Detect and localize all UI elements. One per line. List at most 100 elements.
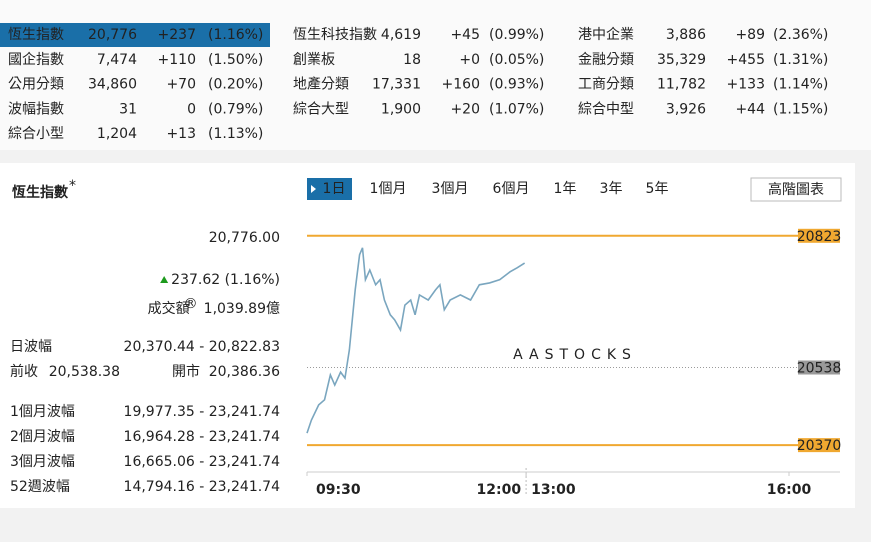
- range-value: 16,964.28 - 23,241.74: [124, 429, 281, 445]
- range-tab[interactable]: 5年: [646, 181, 669, 197]
- title-mark: *: [69, 178, 76, 194]
- range-tab[interactable]: 1年: [554, 181, 577, 197]
- range-tab[interactable]: 3年: [600, 181, 623, 197]
- index-change: +70: [166, 77, 196, 93]
- index-pct: (1.31%): [773, 52, 828, 68]
- index-value: 3,926: [666, 101, 706, 117]
- x-tick-label: 13:00: [531, 482, 576, 498]
- index-pct: (0.79%): [208, 101, 263, 117]
- index-value: 31: [119, 101, 137, 117]
- reference-tag-label: 20538: [797, 360, 842, 376]
- advanced-button-label[interactable]: 高階圖表: [768, 181, 824, 198]
- index-value: 4,619: [381, 27, 421, 43]
- x-tick-label: 12:00: [477, 482, 522, 498]
- watermark: AASTOCKS: [513, 347, 637, 363]
- index-pct: (0.05%): [489, 52, 544, 68]
- turnover-mark: ®: [184, 296, 198, 312]
- index-change: +160: [442, 77, 480, 93]
- index-name[interactable]: 綜合中型: [578, 101, 634, 117]
- index-pct: (2.36%): [773, 27, 828, 43]
- index-value: 17,331: [372, 77, 421, 93]
- range-tab[interactable]: 1日: [323, 181, 346, 197]
- reference-tag: [798, 228, 840, 243]
- index-value: 1,204: [97, 126, 137, 142]
- index-change: +237: [158, 27, 196, 43]
- x-tick-label: 16:00: [767, 482, 812, 498]
- advanced-button[interactable]: [750, 177, 842, 202]
- price: 20,776.00: [209, 230, 280, 246]
- quote-title: 恆生指數: [11, 184, 69, 201]
- index-name[interactable]: 工商分類: [578, 77, 634, 93]
- index-value: 18: [403, 52, 421, 68]
- quote-panel: [0, 163, 855, 508]
- index-change: +44: [735, 101, 765, 117]
- range-tab[interactable]: 3個月: [432, 181, 469, 197]
- index-value: 35,329: [657, 52, 706, 68]
- reference-tag-label: 20823: [797, 229, 842, 245]
- index-change: +45: [450, 27, 480, 43]
- index-name[interactable]: 綜合大型: [293, 101, 349, 117]
- index-value: 34,860: [88, 77, 137, 93]
- range-label: 開市: [172, 363, 200, 380]
- index-change: +455: [727, 52, 765, 68]
- open: 20,386.36: [209, 364, 280, 380]
- tab-selected: [307, 178, 352, 200]
- index-change: +20: [450, 101, 480, 117]
- index-name[interactable]: 地產分類: [293, 76, 349, 93]
- index-value: 7,474: [97, 52, 137, 68]
- range-tab[interactable]: 1個月: [370, 181, 407, 197]
- turnover: 1,039.89億: [204, 301, 280, 317]
- index-change: +133: [727, 77, 765, 93]
- index-pct: (1.15%): [773, 101, 828, 117]
- range-value: 16,665.06 - 23,241.74: [124, 454, 281, 470]
- up-arrow: [160, 276, 169, 283]
- index-pct: (0.20%): [208, 77, 263, 93]
- price-change: 237.62 (1.16%): [171, 272, 280, 288]
- index-value: 3,886: [666, 27, 706, 43]
- index-change: +89: [735, 27, 765, 43]
- reference-tag: [798, 438, 840, 453]
- range-value: 20,370.44 - 20,822.83: [124, 339, 280, 355]
- range-tab[interactable]: 6個月: [493, 181, 530, 197]
- index-pct: (0.93%): [489, 77, 544, 93]
- range-label: 1個月波幅: [10, 404, 75, 420]
- range-value: 14,794.16 - 23,241.74: [124, 479, 281, 495]
- range-label: 52週波幅: [10, 479, 70, 495]
- index-name[interactable]: 公用分類: [8, 77, 64, 93]
- index-pct: (1.50%): [208, 52, 263, 68]
- index-pct: (0.99%): [489, 27, 544, 43]
- reference-tag: [798, 360, 840, 375]
- index-change: +13: [166, 126, 196, 142]
- index-change: +0: [459, 52, 480, 68]
- range-label: 前收: [10, 363, 38, 380]
- range-value: 19,977.35 - 23,241.74: [124, 404, 281, 420]
- reference-tag-label: 20370: [797, 438, 842, 454]
- price-line: [306, 247, 526, 434]
- turnover-label: 成交額: [148, 300, 190, 317]
- prev-close: 20,538.38: [49, 364, 120, 380]
- range-label: 3個月波幅: [10, 454, 75, 470]
- index-name[interactable]: 港中企業: [578, 26, 634, 43]
- index-name[interactable]: 恆生指數: [8, 27, 64, 43]
- index-value: 1,900: [381, 101, 421, 117]
- range-label: 2個月波幅: [10, 429, 75, 445]
- index-name[interactable]: 國企指數: [8, 51, 64, 68]
- index-value: 20,776: [88, 27, 137, 43]
- tab-arrow: [311, 185, 316, 193]
- index-pct: (1.13%): [208, 126, 263, 142]
- selected-row: [0, 23, 270, 47]
- index-name[interactable]: 綜合小型: [8, 126, 64, 142]
- index-name[interactable]: 金融分類: [578, 52, 634, 68]
- index-name[interactable]: 創業板: [293, 52, 335, 68]
- index-change: 0: [187, 101, 196, 117]
- index-name[interactable]: 波幅指數: [8, 101, 64, 117]
- index-change: +110: [158, 52, 196, 68]
- index-pct: (1.07%): [489, 101, 544, 117]
- x-tick-label: 09:30: [316, 482, 361, 498]
- range-label: 日波幅: [10, 339, 52, 355]
- index-pct: (1.16%): [208, 27, 263, 43]
- index-name[interactable]: 恆生科技指數: [293, 27, 377, 43]
- index-value: 11,782: [657, 77, 706, 93]
